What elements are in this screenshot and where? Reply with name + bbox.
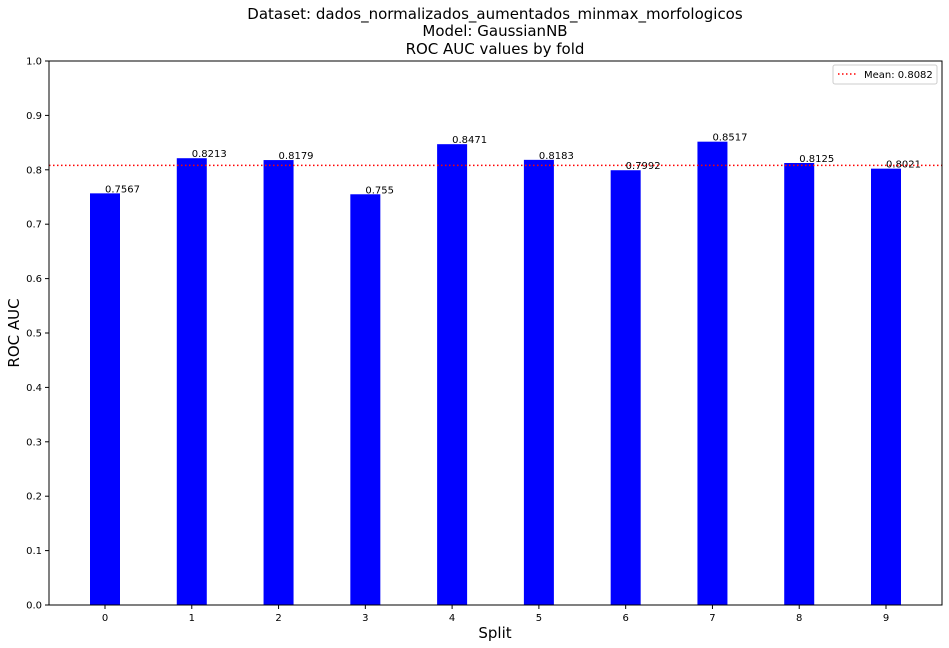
legend-mean-label: Mean: 0.8082 [864,70,933,81]
bar-split-2 [263,160,294,606]
bar-value-label-1: 0.8213 [192,149,227,160]
y-tick-label-1.0: 1.0 [26,57,42,68]
bar-split-7 [697,141,728,605]
x-tick-label-4: 4 [449,613,455,624]
legend: Mean: 0.8082 [832,64,938,85]
bar-value-label-5: 0.8183 [539,151,574,162]
y-tick-label-0.7: 0.7 [26,220,42,231]
x-tick-label-7: 7 [709,613,715,624]
bar-split-4 [437,144,468,605]
x-tick-label-5: 5 [536,613,542,624]
bar-labels-group: 0.7567 0.8213 0.8179 0.755 0.8471 0.8183 0.799… [105,133,921,197]
bar-split-6 [610,170,641,605]
y-tick-label-0.2: 0.2 [26,492,42,503]
y-tick-label-0.5: 0.5 [26,329,42,340]
x-tick-label-2: 2 [275,613,281,624]
bar-value-label-2: 0.8179 [279,151,314,162]
y-tick-label-0.6: 0.6 [26,274,42,285]
title-line-model: Model: GaussianNB [422,22,567,40]
y-tick-label-0.3: 0.3 [26,437,42,448]
x-tick-label-6: 6 [622,613,628,624]
bar-split-8 [784,163,815,605]
bar-value-label-4: 0.8471 [452,135,487,146]
bar-split-0 [90,193,120,605]
y-tick-label-0.8: 0.8 [26,165,42,176]
bar-value-label-7: 0.8517 [712,133,747,144]
x-axis-title: Split [478,624,511,642]
x-tick-label-3: 3 [362,613,368,624]
bar-split-5 [523,159,554,606]
y-tick-label-0.4: 0.4 [26,383,42,394]
y-tick-label-0.1: 0.1 [26,546,42,557]
bar-value-label-0: 0.7567 [105,184,140,195]
bars-group [90,141,901,606]
x-axis: 0 1 2 3 4 5 6 7 8 9 [102,605,889,624]
bar-value-label-8: 0.8125 [799,154,834,165]
bar-split-3 [350,194,381,605]
y-tick-label-0.0: 0.0 [26,601,42,612]
title-line-metric: ROC AUC values by fold [406,40,585,58]
title-line-dataset: Dataset: dados_normalizados_aumentados_m… [247,5,743,24]
legend-box [832,64,938,85]
chart-title: Dataset: dados_normalizados_aumentados_m… [247,5,743,58]
bar-value-label-9: 0.8021 [886,160,921,171]
x-tick-label-0: 0 [102,613,108,624]
bar-value-label-3: 0.755 [365,185,394,196]
y-tick-label-0.9: 0.9 [26,111,42,122]
bar-value-label-6: 0.7992 [626,161,661,172]
x-tick-label-8: 8 [796,613,802,624]
x-tick-label-9: 9 [883,613,889,624]
y-axis-title: ROC AUC [5,298,23,367]
y-axis: 0.0 0.1 0.2 0.3 0.4 0.5 0.6 0.7 0.8 0.9 1.0 [26,57,49,612]
x-tick-label-1: 1 [189,613,195,624]
bar-split-1 [176,158,207,605]
bar-split-9 [871,168,901,605]
